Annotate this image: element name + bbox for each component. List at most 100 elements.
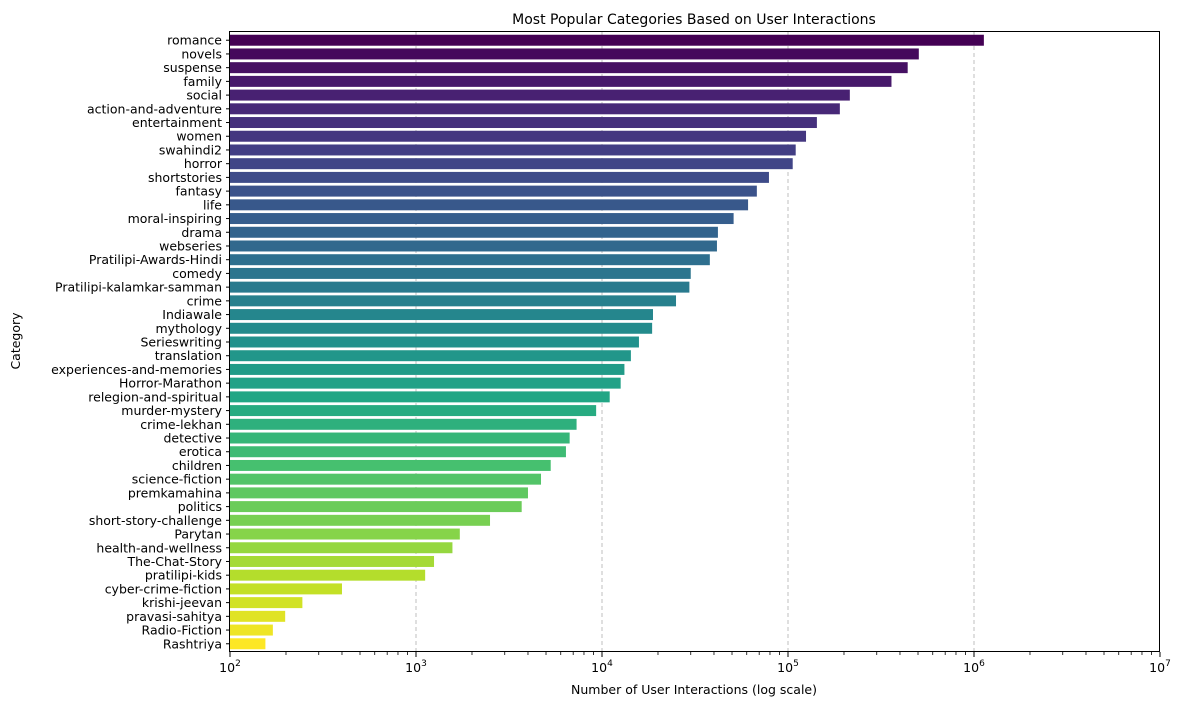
bar (230, 62, 908, 74)
bar (230, 350, 631, 362)
y-tick-label: action-and-adventure (87, 101, 222, 116)
y-tick-label: crime-lekhan (140, 417, 222, 432)
bar (230, 391, 610, 403)
y-tick-label: experiences-and-memories (51, 362, 222, 377)
bar (230, 103, 840, 115)
y-tick-label: entertainment (132, 115, 222, 130)
bars (230, 34, 984, 650)
y-tick-label: detective (163, 431, 222, 446)
bar (230, 48, 919, 60)
y-tick-label: novels (181, 46, 222, 61)
y-tick-label: life (203, 197, 222, 212)
bar (230, 597, 303, 609)
bar (230, 267, 691, 279)
y-tick-label: relegion-and-spiritual (88, 389, 222, 404)
y-tick-label: premkamahina (128, 485, 222, 500)
bar (230, 624, 273, 636)
y-tick-label: Horror-Marathon (119, 376, 222, 391)
bar (230, 240, 717, 252)
y-tick-label: social (186, 88, 222, 103)
bar (230, 281, 690, 293)
y-tick-label: Indiawale (162, 307, 222, 322)
x-tick-label: 107 (1149, 659, 1171, 675)
y-axis-label: Category (8, 312, 23, 370)
bar (230, 199, 749, 211)
bar (230, 144, 796, 156)
y-tick-label: Radio-Fiction (142, 623, 222, 638)
bar (230, 295, 677, 307)
bar (230, 254, 710, 266)
y-tick-labels: romancenovelssuspensefamilysocialaction-… (51, 33, 230, 651)
x-tick-label: 106 (963, 659, 985, 675)
bar (230, 555, 435, 567)
y-tick-label: comedy (172, 266, 222, 281)
y-tick-label: politics (178, 499, 222, 514)
y-tick-label: krishi-jeevan (142, 595, 222, 610)
chart-title: Most Popular Categories Based on User In… (512, 12, 876, 28)
y-tick-label: murder-mystery (121, 403, 222, 418)
y-tick-label: short-story-challenge (89, 513, 222, 528)
y-tick-label: drama (181, 225, 222, 240)
bar (230, 34, 984, 46)
x-tick-label: 104 (591, 659, 613, 675)
y-tick-label: mythology (156, 321, 223, 336)
y-tick-label: health-and-wellness (96, 540, 222, 555)
x-tick-label: 103 (405, 659, 427, 675)
y-tick-label: women (176, 129, 222, 144)
bar (230, 569, 426, 581)
y-tick-label: Rashtriya (163, 636, 222, 651)
y-tick-label: Pratilipi-Awards-Hindi (89, 252, 222, 267)
bar (230, 638, 266, 650)
bar (230, 459, 551, 471)
y-tick-label: moral-inspiring (128, 211, 222, 226)
y-tick-label: webseries (159, 238, 222, 253)
bar (230, 514, 491, 526)
x-tick-label: 102 (219, 659, 241, 675)
bar (230, 583, 342, 595)
bar (230, 89, 850, 101)
y-tick-label: fantasy (176, 184, 223, 199)
plot-frame (229, 31, 1160, 652)
bar (230, 501, 522, 513)
bar (230, 226, 718, 238)
y-tick-label: pravasi-sahitya (126, 609, 222, 624)
y-tick-label: Parytan (174, 527, 222, 542)
bar (230, 336, 639, 348)
bar (230, 213, 734, 225)
bar (230, 309, 653, 321)
y-tick-label: crime (187, 293, 223, 308)
bar (230, 405, 597, 417)
bar (230, 130, 807, 142)
y-tick-label: romance (167, 33, 222, 48)
bar (230, 377, 621, 389)
y-tick-label: pratilipi-kids (145, 568, 222, 583)
bar (230, 432, 570, 444)
bar (230, 322, 653, 334)
y-tick-label: science-fiction (132, 472, 222, 487)
x-axis-label: Number of User Interactions (log scale) (571, 682, 817, 697)
y-tick-label: The-Chat-Story (126, 554, 222, 569)
bar (230, 171, 769, 183)
y-tick-label: shortstories (148, 170, 222, 185)
bar (230, 185, 757, 197)
bar (230, 446, 566, 458)
bar (230, 418, 577, 430)
x-tick-label: 105 (777, 659, 799, 675)
y-tick-label: suspense (163, 60, 222, 75)
y-tick-label: family (183, 74, 222, 89)
bar (230, 542, 453, 554)
y-tick-label: Pratilipi-kalamkar-samman (55, 280, 222, 295)
y-tick-label: children (172, 458, 222, 473)
y-tick-label: horror (184, 156, 223, 171)
y-tick-label: erotica (179, 444, 222, 459)
y-tick-label: Serieswriting (140, 335, 222, 350)
bar (230, 117, 817, 129)
y-tick-label: cyber-crime-fiction (105, 581, 222, 596)
y-tick-label: translation (155, 348, 222, 363)
bar (230, 158, 793, 170)
y-tick-label: swahindi2 (159, 142, 222, 157)
bar (230, 75, 892, 87)
bar (230, 528, 460, 540)
x-ticks: 102 103 104 105 106 107 (219, 652, 1171, 675)
